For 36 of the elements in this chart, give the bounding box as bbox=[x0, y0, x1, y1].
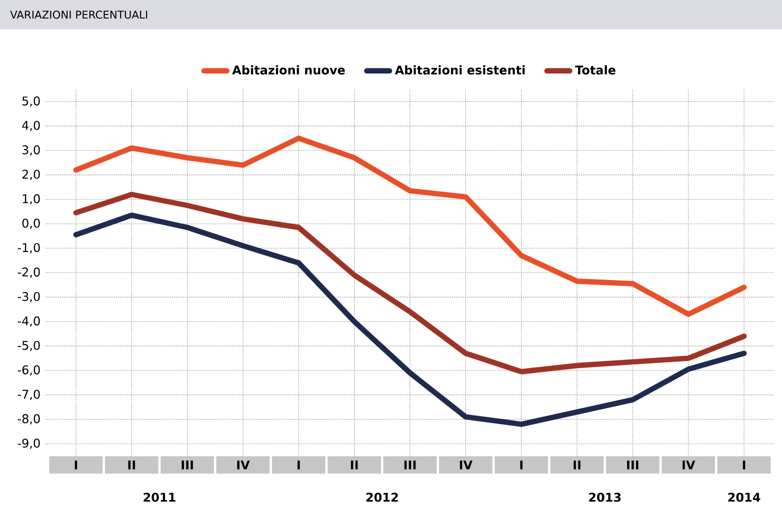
x-tick-label: III bbox=[627, 460, 638, 470]
x-tick-label: I bbox=[742, 460, 746, 470]
y-tick-label: -6,0 bbox=[18, 365, 40, 376]
x-tick-label: II bbox=[128, 460, 135, 470]
text: 2014 bbox=[728, 492, 760, 502]
y-tick-label: 2,0 bbox=[22, 170, 40, 180]
x-tick-label: II bbox=[574, 460, 580, 470]
x-tick-label: III bbox=[404, 460, 416, 470]
y-tick-label: 1,0 bbox=[22, 194, 40, 204]
x-tick-label: I bbox=[298, 460, 300, 470]
y-tick-label: -2,0 bbox=[18, 268, 40, 278]
y-tick-label: 3,0 bbox=[22, 145, 40, 156]
x-tick-label: IV bbox=[237, 460, 250, 470]
y-tick-label: -5,0 bbox=[18, 340, 40, 352]
y-tick-label: 0,0 bbox=[22, 218, 40, 229]
y-tick-label: -1,0 bbox=[18, 243, 40, 254]
x-tick-label: IV bbox=[460, 460, 472, 470]
x-tick-label: I bbox=[74, 460, 78, 470]
y-tick-label: -8,0 bbox=[18, 414, 40, 424]
x-tick-label: I bbox=[520, 460, 522, 470]
text: 2012 bbox=[366, 492, 398, 502]
x-tick-label: IV bbox=[682, 460, 696, 470]
y-tick-label: 5,0 bbox=[22, 96, 40, 107]
y-tick-label: -7,0 bbox=[18, 390, 40, 400]
x-tick-label: II bbox=[350, 460, 358, 470]
legend-label: Abitazioni nuove bbox=[232, 65, 345, 75]
legend-label: Totale bbox=[575, 65, 616, 75]
text: 2013 bbox=[589, 492, 621, 502]
text: 2011 bbox=[144, 492, 176, 502]
y-tick-label: -9,0 bbox=[18, 438, 40, 449]
legend-label: Abitazioni esistenti bbox=[394, 65, 525, 75]
y-tick-label: -3,0 bbox=[18, 292, 40, 302]
y-tick-label: -4,0 bbox=[18, 316, 40, 327]
chart-title: VARIAZIONI PERCENTUALI bbox=[10, 10, 148, 19]
y-tick-label: 4,0 bbox=[22, 120, 40, 132]
x-tick-label: III bbox=[182, 460, 193, 470]
